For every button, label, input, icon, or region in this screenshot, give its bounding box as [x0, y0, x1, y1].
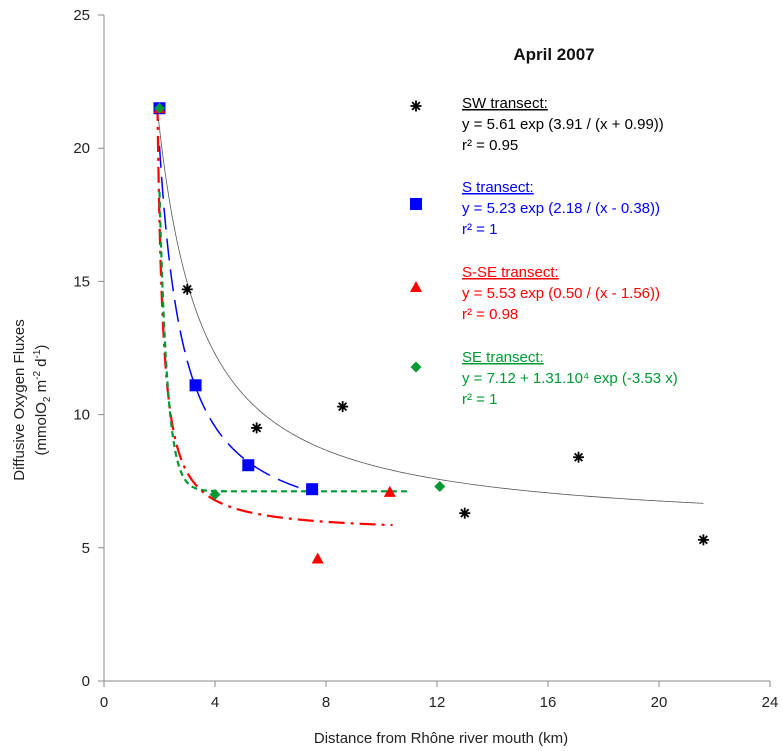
y-axis-label-part: (mmolO [33, 402, 50, 455]
y-axis-label-sup: -2 [32, 371, 43, 380]
legend-equation-se: y = 7.12 + 1.31.10⁴ exp (-3.53 x) [462, 370, 678, 387]
x-tick-label: 0 [100, 694, 108, 711]
legend-marker-square-shape [410, 198, 422, 210]
data-point-star [459, 507, 471, 519]
x-axis-label: Distance from Rhône river mouth (km) [314, 730, 568, 747]
legend-title-s: S transect: [462, 179, 534, 196]
x-tick-label: 20 [651, 694, 668, 711]
fit-curve-3 [158, 191, 410, 493]
data-point-square [189, 379, 202, 392]
legend-marker-triangle-shape [410, 281, 422, 292]
y-axis-label-sub: 2 [42, 396, 53, 402]
legend-marker-diamond-shape [410, 361, 422, 373]
data-point-square [242, 459, 255, 472]
legend-r2-s: r² = 1 [462, 221, 497, 238]
data-points [153, 102, 709, 564]
y-tick-label: 0 [82, 673, 90, 690]
legend-r2-se: r² = 1 [462, 391, 497, 408]
y-axis-label: Diffusive Oxygen Fluxes (mmolO2 m-2 d-1) [11, 319, 53, 480]
y-tick-label: 15 [73, 273, 90, 290]
legend-title-sse: S-SE transect: [462, 264, 559, 281]
legend-equation-sse: y = 5.53 exp (0.50 / (x - 1.56)) [462, 285, 660, 302]
x-tick-label: 8 [322, 694, 330, 711]
legend-marker-star [410, 100, 422, 112]
data-point-star [251, 422, 263, 434]
legend-r2-sw: r² = 0.95 [462, 137, 518, 154]
y-axis-label-part: m [33, 380, 50, 397]
y-axis-label-line1: Diffusive Oxygen Fluxes [11, 319, 28, 480]
y-tick-label: 20 [73, 140, 90, 157]
y-tick-label: 25 [73, 7, 90, 24]
data-point-square [306, 483, 319, 496]
axes [98, 14, 771, 687]
x-tick-label: 12 [429, 694, 446, 711]
y-axis-label-line2: (mmolO2 m-2 d-1) [32, 345, 53, 456]
data-point-diamond [209, 489, 221, 501]
data-point-star [181, 283, 193, 295]
fit-curve-1 [158, 145, 313, 493]
data-point-star [337, 401, 349, 413]
legend-entry-sse: S-SE transect: y = 5.53 exp (0.50 / (x -… [410, 264, 660, 323]
legend-marker-diamond [410, 361, 422, 373]
x-tick-label: 4 [211, 694, 219, 711]
fit-curve-2 [156, 104, 393, 527]
data-point-star [573, 451, 585, 463]
fit-curves [156, 104, 704, 527]
y-axis-label-part: d [33, 358, 50, 371]
legend-title-se: SE transect: [462, 349, 544, 366]
y-tick-label: 5 [82, 540, 90, 557]
y-tick-label: 10 [73, 407, 90, 424]
legend-entry-se: SE transect: y = 7.12 + 1.31.10⁴ exp (-3… [410, 349, 678, 408]
legend-marker-star-shape [410, 100, 422, 112]
data-point-diamond [154, 102, 165, 114]
legend-marker-square [410, 198, 422, 210]
y-tick-labels: 0 5 10 15 20 25 [73, 7, 90, 690]
data-point-star [697, 534, 709, 546]
legend-entry-s: S transect: y = 5.23 exp (2.18 / (x - 0.… [410, 179, 660, 238]
data-point-triangle [311, 552, 324, 564]
legend-entry-sw: SW transect: y = 5.61 exp (3.91 / (x + 0… [410, 95, 664, 154]
x-tick-labels: 0 4 8 12 16 20 24 [100, 694, 779, 711]
y-axis-label-sup: -1 [32, 349, 43, 358]
legend-title-sw: SW transect: [462, 95, 548, 112]
legend-equation-s: y = 5.23 exp (2.18 / (x - 0.38)) [462, 200, 660, 217]
data-point-diamond [434, 481, 446, 493]
legend-r2-sse: r² = 0.98 [462, 306, 518, 323]
legend-equation-sw: y = 5.61 exp (3.91 / (x + 0.99)) [462, 116, 664, 133]
legend: SW transect: y = 5.61 exp (3.91 / (x + 0… [410, 95, 678, 408]
fit-curve-0 [156, 105, 704, 504]
x-tick-label: 24 [762, 694, 779, 711]
chart-title: April 2007 [513, 45, 594, 64]
y-axis-label-part: ) [33, 345, 50, 350]
data-point-triangle [383, 485, 396, 497]
x-tick-label: 16 [540, 694, 557, 711]
legend-marker-triangle [410, 281, 422, 292]
